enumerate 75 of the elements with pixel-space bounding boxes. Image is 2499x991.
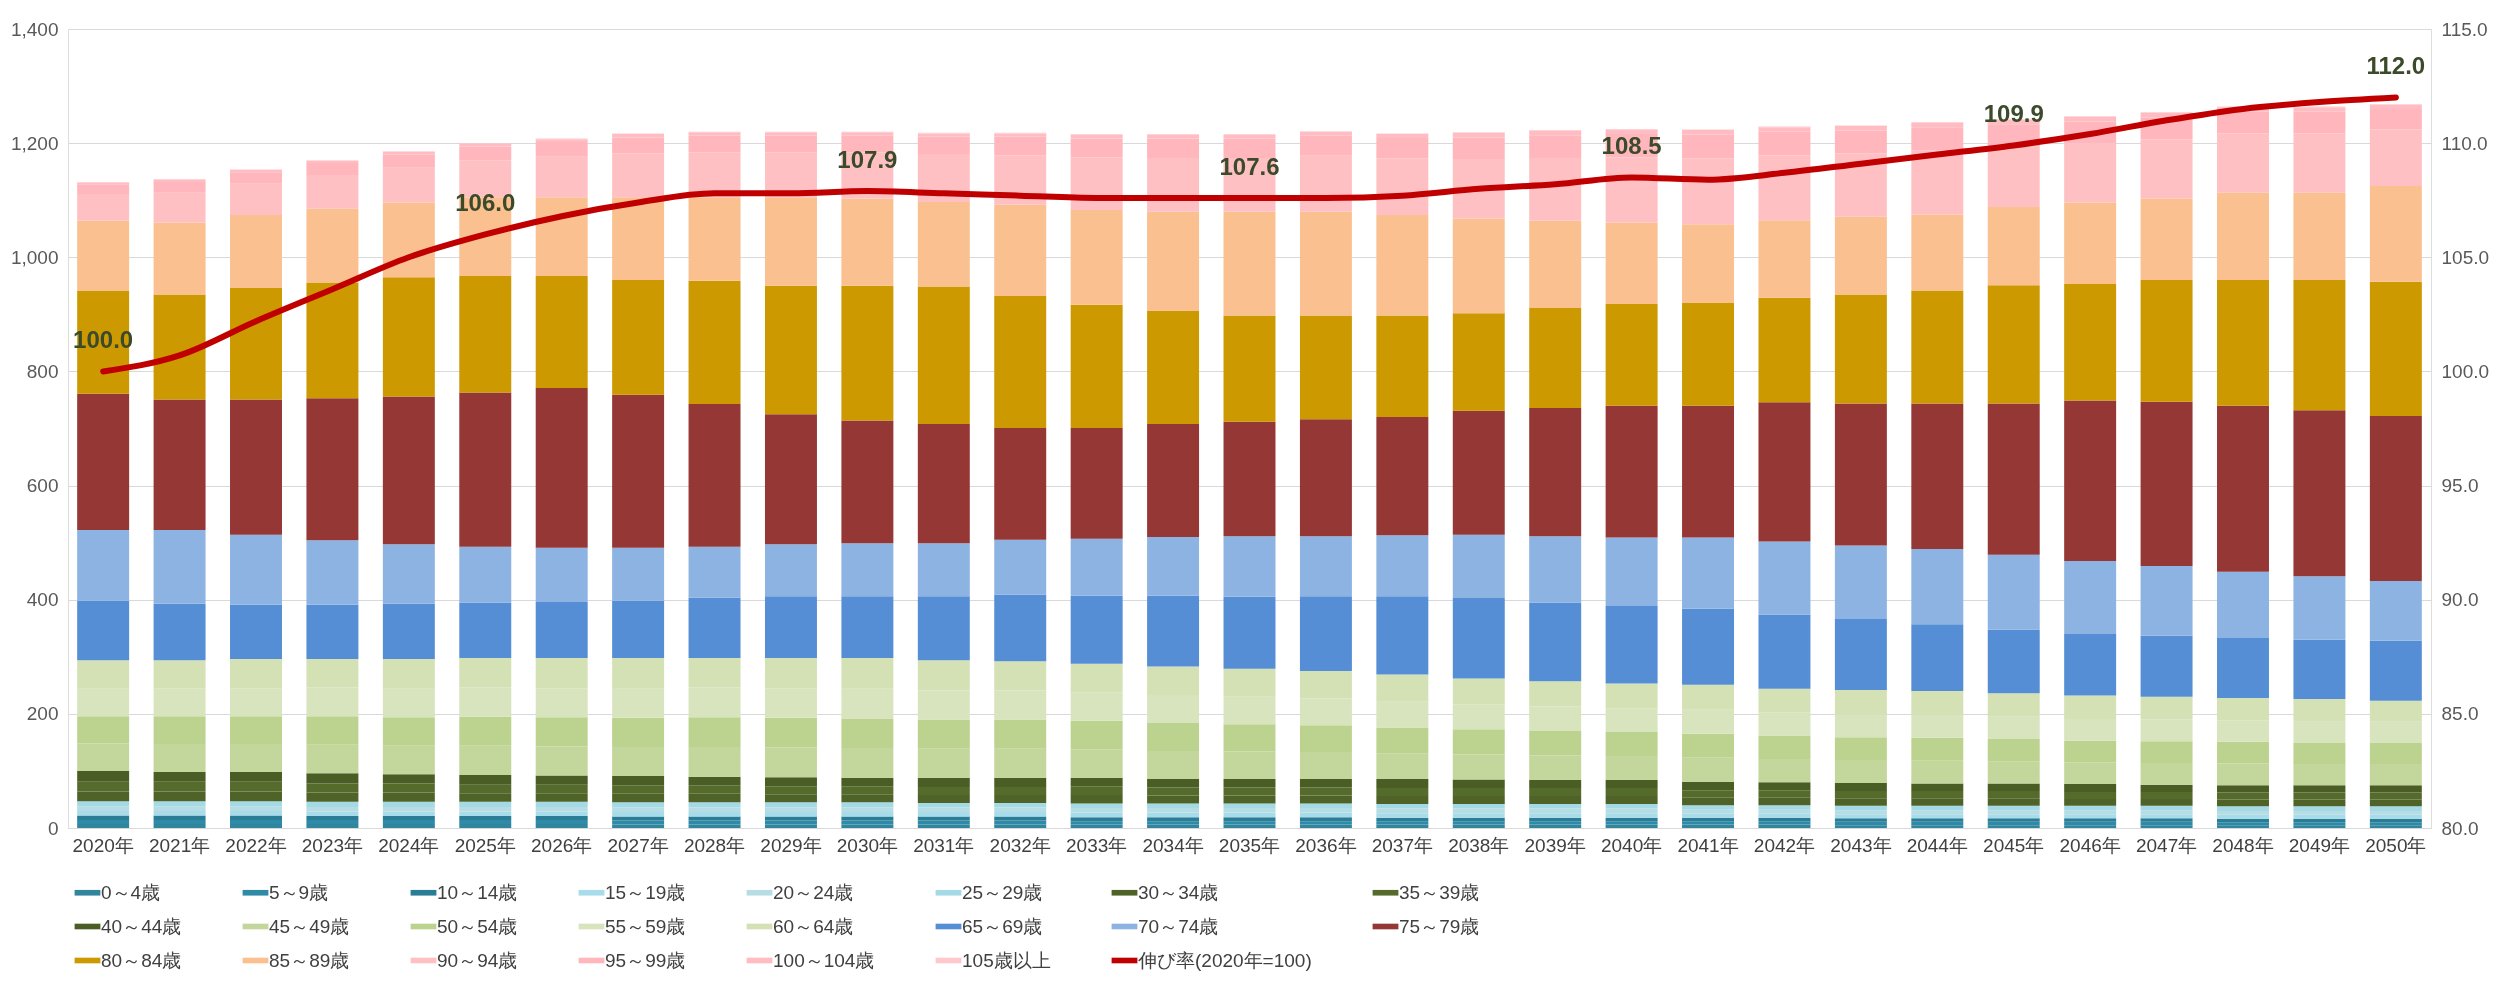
y-tick-label: 1,200 [10, 132, 59, 154]
x-tick-label: 2021年 [148, 834, 211, 856]
x-tick-label: 2040年 [1600, 834, 1663, 856]
legend-label: 45～49歳 [269, 915, 350, 937]
x-tick-label: 2035年 [1218, 834, 1281, 856]
x-tick-label: 2048年 [2212, 834, 2274, 856]
y2-tick-label: 95.0 [2441, 475, 2479, 497]
y2-tick-label: 110.0 [2441, 132, 2488, 154]
x-tick-label: 2046年 [2059, 834, 2121, 856]
legend-label: 60～64歳 [773, 915, 854, 937]
legend-label: 100～104歳 [773, 949, 875, 971]
x-tick-label: 2037年 [1371, 834, 1433, 856]
y-tick-label: 1,000 [10, 246, 59, 268]
x-tick-label: 2025年 [454, 834, 516, 856]
legend-label: 伸び率(2020年=100) [1137, 949, 1312, 971]
legend-label: 0～4歳 [101, 881, 161, 903]
legend-label: 85～89歳 [269, 949, 350, 971]
legend-label: 35～39歳 [1399, 881, 1480, 903]
legend-label: 15～19歳 [605, 881, 686, 903]
legend-label: 25～29歳 [962, 881, 1043, 903]
legend-label: 105歳以上 [962, 949, 1051, 971]
x-tick-label: 2032年 [989, 834, 1051, 856]
y-tick-label: 800 [26, 360, 59, 382]
legend-label: 5～9歳 [269, 881, 329, 903]
legend-label: 75～79歳 [1399, 915, 1480, 937]
legend-label: 20～24歳 [773, 881, 854, 903]
legend-label: 40～44歳 [101, 915, 182, 937]
y-tick-label: 400 [26, 589, 59, 611]
x-tick-label: 2050年 [2365, 834, 2427, 856]
x-tick-label: 2038年 [1448, 834, 1510, 856]
legend-label: 65～69歳 [962, 915, 1043, 937]
x-tick-label: 2034年 [1142, 834, 1204, 856]
x-tick-label: 2023年 [301, 834, 364, 856]
y2-tick-label: 80.0 [2441, 817, 2479, 839]
data-label: 109.9 [1983, 100, 2044, 128]
x-tick-label: 2020年 [72, 834, 134, 856]
x-tick-label: 2047年 [2135, 834, 2198, 856]
x-tick-label: 2041年 [1677, 834, 1739, 856]
x-tick-label: 2042年 [1753, 834, 1816, 856]
y-tick-label: 0 [47, 817, 59, 839]
x-tick-label: 2044年 [1906, 834, 1968, 856]
y2-tick-label: 115.0 [2441, 18, 2488, 40]
data-label: 112.0 [2366, 52, 2426, 80]
legend-label: 55～59歳 [605, 915, 686, 937]
y2-tick-label: 100.0 [2441, 360, 2490, 382]
y-tick-label: 200 [26, 703, 59, 725]
x-tick-label: 2030年 [836, 834, 899, 856]
x-tick-label: 2039年 [1524, 834, 1586, 856]
x-tick-label: 2029年 [760, 834, 822, 856]
legend-label: 95～99歳 [605, 949, 686, 971]
data-label: 108.5 [1601, 132, 1662, 160]
x-tick-label: 2028年 [683, 834, 746, 856]
x-tick-label: 2027年 [607, 834, 669, 856]
x-tick-label: 2043年 [1830, 834, 1892, 856]
y2-tick-label: 105.0 [2441, 246, 2490, 268]
y-tick-label: 600 [26, 475, 59, 497]
y2-tick-label: 85.0 [2441, 703, 2479, 725]
legend-label: 80～84歳 [101, 949, 182, 971]
legend-label: 30～34歳 [1138, 881, 1219, 903]
x-tick-label: 2036年 [1295, 834, 1357, 856]
x-tick-label: 2045年 [1983, 834, 2045, 856]
legend-label: 50～54歳 [437, 915, 518, 937]
x-tick-label: 2024年 [378, 834, 440, 856]
x-tick-label: 2049年 [2288, 834, 2351, 856]
x-tick-label: 2033年 [1066, 834, 1128, 856]
legend-label: 90～94歳 [437, 949, 518, 971]
y2-tick-label: 90.0 [2441, 589, 2479, 611]
legend-label: 70～74歳 [1138, 915, 1219, 937]
data-label: 107.6 [1219, 152, 1280, 180]
data-label: 107.9 [837, 146, 898, 174]
x-tick-label: 2022年 [225, 834, 287, 856]
x-tick-label: 2026年 [531, 834, 593, 856]
legend-label: 10～14歳 [437, 881, 518, 903]
x-tick-label: 2031年 [913, 834, 975, 856]
y-tick-label: 1,400 [10, 18, 59, 40]
